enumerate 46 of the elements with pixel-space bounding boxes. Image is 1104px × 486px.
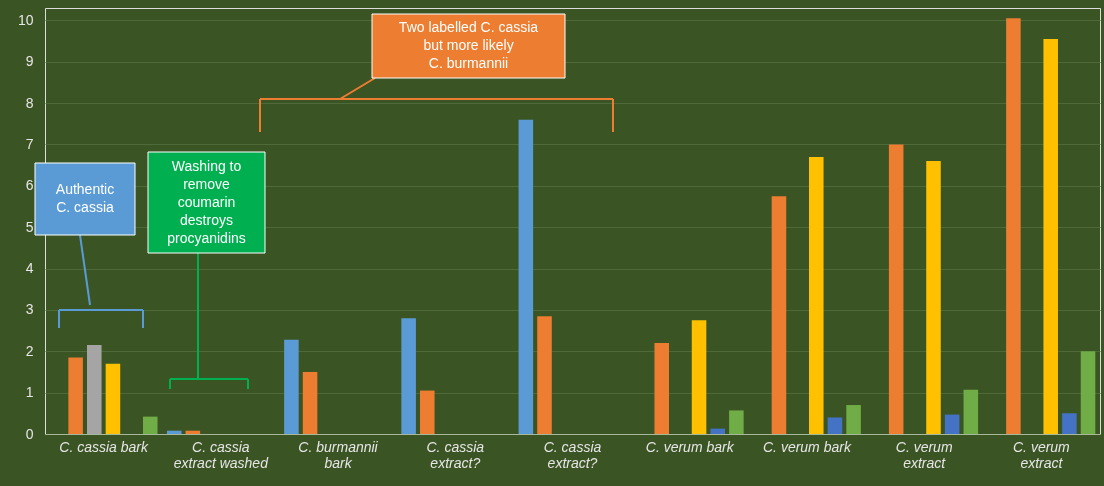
x-tick-label: C. verum bark: [762, 438, 852, 455]
bar: [105, 363, 121, 434]
bar: [710, 428, 725, 434]
bar: [809, 156, 824, 434]
bar: [537, 316, 552, 434]
bar: [284, 339, 299, 434]
x-tick-label: C. verum extract: [895, 438, 953, 471]
y-tick-label: 2: [25, 342, 34, 359]
bar: [888, 144, 904, 434]
bar: [827, 417, 843, 434]
x-tick-label: C. verum bark: [645, 438, 735, 455]
bar: [420, 390, 435, 434]
bar: [401, 318, 416, 434]
bar: [87, 345, 102, 434]
x-tick-label: C. cassia extract?: [426, 438, 485, 471]
bar: [1043, 39, 1058, 434]
bar: [729, 410, 744, 434]
bar: [142, 416, 158, 434]
bar: [1080, 351, 1096, 434]
bar: [846, 405, 861, 434]
bar: [68, 357, 83, 434]
x-tick-label: C. verum extract: [1012, 438, 1071, 471]
bar: [771, 196, 787, 434]
y-tick-label: 4: [25, 260, 34, 277]
y-tick-label: 6: [25, 177, 34, 194]
bar: [1062, 413, 1077, 434]
y-tick-label: 3: [25, 301, 34, 318]
y-tick-label: 8: [25, 94, 34, 111]
y-tick-label: 1: [25, 384, 34, 401]
bar: [302, 371, 318, 434]
bar: [518, 119, 534, 434]
y-tick-label: 0: [25, 425, 34, 442]
y-tick-label: 5: [25, 218, 34, 235]
x-tick-label: C. cassia bark: [59, 438, 149, 455]
bar: [654, 343, 670, 434]
bar: [691, 320, 707, 434]
bar: [944, 414, 960, 434]
x-tick-label: C. burmannii bark: [298, 438, 379, 471]
x-tick-label: C. cassia extract?: [543, 438, 602, 471]
y-tick-label: 10: [17, 11, 34, 28]
bar: [963, 389, 979, 434]
y-tick-label: 9: [25, 53, 34, 70]
x-tick-label: C. cassia extract washed: [173, 438, 270, 471]
bar: [926, 161, 941, 434]
y-tick-label: 7: [25, 135, 34, 152]
bar: [1006, 18, 1021, 434]
